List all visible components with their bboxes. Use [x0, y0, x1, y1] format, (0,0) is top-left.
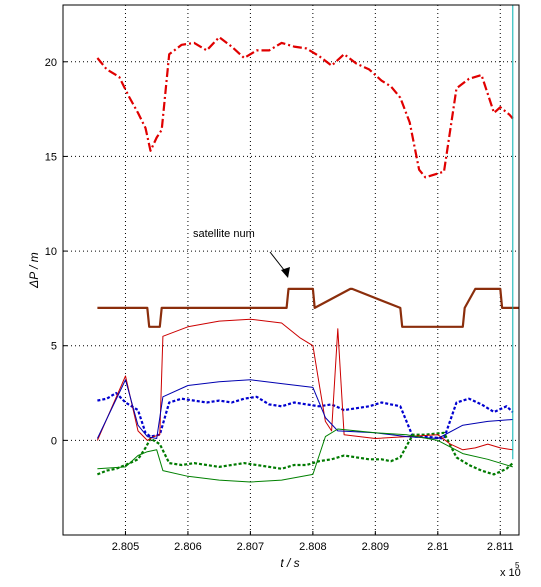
x-tick-label: 2.808	[299, 541, 327, 553]
x-tick-label: 2.806	[174, 541, 202, 553]
y-tick-label: 20	[45, 57, 57, 69]
annotation-arrow-head	[281, 267, 290, 278]
y-tick-label: 5	[51, 341, 57, 353]
series-line-3	[97, 391, 514, 440]
series-line-7	[97, 428, 513, 483]
series-line-5	[96, 318, 513, 451]
x-tick-label: 2.809	[362, 541, 390, 553]
plot-frame	[62, 4, 520, 536]
y-tick-label: 0	[51, 435, 57, 447]
plot-background	[63, 5, 519, 535]
series-line-2	[97, 287, 519, 328]
x-tick-label: 2.807	[237, 541, 265, 553]
series-line-1	[96, 36, 514, 179]
ticks: 2.805 2.806 2.807 2.808 2.809 2.81 2.811 0 5 10 15…	[45, 57, 514, 553]
x-tick-label: 2.81	[427, 541, 448, 553]
x-multiplier-exponent: 5	[515, 561, 520, 570]
series-line-6	[96, 379, 513, 439]
y-tick-label: 15	[45, 151, 57, 163]
series-group	[96, 5, 519, 483]
annotation: satellite num	[193, 228, 290, 278]
y-axis-label: ΔP / m	[27, 252, 41, 289]
x-tick-label: 2.811	[487, 541, 514, 553]
annotation-label: satellite num	[193, 228, 255, 240]
x-tick-label: 2.805	[112, 541, 140, 553]
watermark: 知乎 @yangongmin	[378, 555, 502, 571]
x-multiplier-label: x 10	[500, 567, 521, 579]
grid	[63, 5, 519, 535]
x-axis-label: t / s	[280, 556, 299, 570]
y-tick-label: 10	[45, 246, 57, 258]
